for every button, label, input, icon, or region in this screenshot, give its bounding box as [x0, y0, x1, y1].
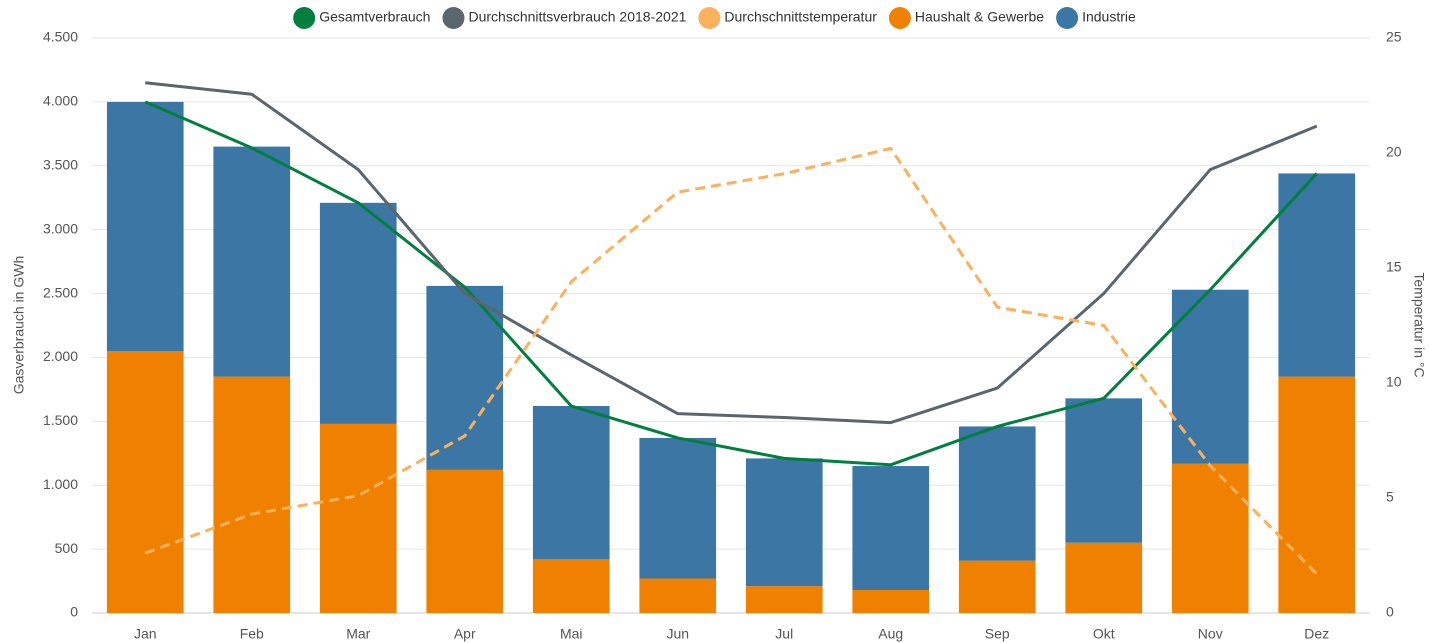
bar — [532, 559, 610, 613]
y2-axis-title: Temperatur in °C — [1411, 272, 1427, 377]
bar — [639, 437, 717, 579]
x-tick-label: Nov — [1198, 626, 1223, 642]
y-tick-label: 3.500 — [43, 156, 78, 172]
legend-label: Durchschnittstemperatur — [724, 9, 877, 25]
y-tick-label: 0 — [70, 604, 78, 620]
bar — [106, 351, 184, 613]
bar — [532, 406, 610, 560]
legend-label: Industrie — [1082, 9, 1136, 25]
x-tick-label: Apr — [454, 626, 476, 642]
y-tick-label: 1.000 — [43, 476, 78, 492]
legend-marker — [698, 7, 721, 29]
legend-marker — [1056, 7, 1079, 29]
y-axis-title: Gasverbrauch in GWh — [11, 256, 27, 395]
y-tick-label: 2.000 — [43, 348, 78, 364]
bar — [852, 590, 930, 613]
legend-label: Gesamtverbrauch — [319, 9, 430, 25]
bar — [639, 578, 717, 613]
legend: Gesamtverbrauch Durchschnittsverbrauch 20… — [293, 7, 1136, 29]
legend-marker — [442, 7, 465, 29]
x-tick-label: Mai — [560, 626, 583, 642]
y2-tick-label: 5 — [1386, 489, 1394, 505]
bar — [852, 466, 930, 590]
bar — [319, 423, 397, 613]
x-tick-label: Aug — [878, 626, 903, 642]
y-tick-label: 500 — [55, 540, 79, 556]
bar — [319, 202, 397, 424]
bar — [958, 560, 1036, 613]
legend-marker — [293, 7, 316, 29]
bar — [106, 101, 184, 352]
legend-label: Durchschnittsverbrauch 2018-2021 — [468, 9, 686, 25]
y-tick-label: 4.500 — [43, 29, 78, 45]
x-tick-label: Feb — [240, 626, 264, 642]
legend-marker — [888, 7, 911, 29]
y2-tick-label: 25 — [1386, 29, 1402, 45]
line — [144, 100, 1318, 467]
x-tick-label: Mar — [346, 626, 370, 642]
y-tick-label: 1.500 — [43, 412, 78, 428]
y-tick-label: 2.500 — [43, 284, 78, 300]
bar — [213, 376, 291, 613]
y-tick-label: 4.000 — [43, 93, 78, 109]
bar — [1278, 173, 1356, 377]
y2-tick-label: 20 — [1386, 144, 1402, 160]
x-tick-label: Sep — [985, 626, 1010, 642]
y2-tick-label: 10 — [1386, 374, 1402, 390]
x-tick-label: Jul — [775, 626, 793, 642]
x-tick-label: Okt — [1093, 626, 1115, 642]
bar — [958, 426, 1036, 561]
line — [144, 146, 1318, 575]
y2-tick-label: 0 — [1386, 604, 1394, 620]
y-tick-label: 3.000 — [43, 220, 78, 236]
bar — [745, 586, 823, 613]
bar — [426, 469, 504, 613]
x-tick-label: Dez — [1304, 626, 1329, 642]
bar — [745, 458, 823, 587]
bar — [1065, 398, 1143, 543]
bar — [1171, 289, 1249, 464]
x-tick-label: Jan — [134, 626, 157, 642]
x-tick-label: Jun — [666, 626, 689, 642]
y2-tick-label: 15 — [1386, 259, 1402, 275]
bar — [1171, 463, 1249, 613]
legend-label: Haushalt & Gewerbe — [915, 9, 1044, 25]
bar — [1065, 542, 1143, 613]
line — [145, 81, 1318, 425]
bar — [213, 146, 291, 377]
bar — [1278, 376, 1356, 613]
bar — [426, 285, 504, 470]
